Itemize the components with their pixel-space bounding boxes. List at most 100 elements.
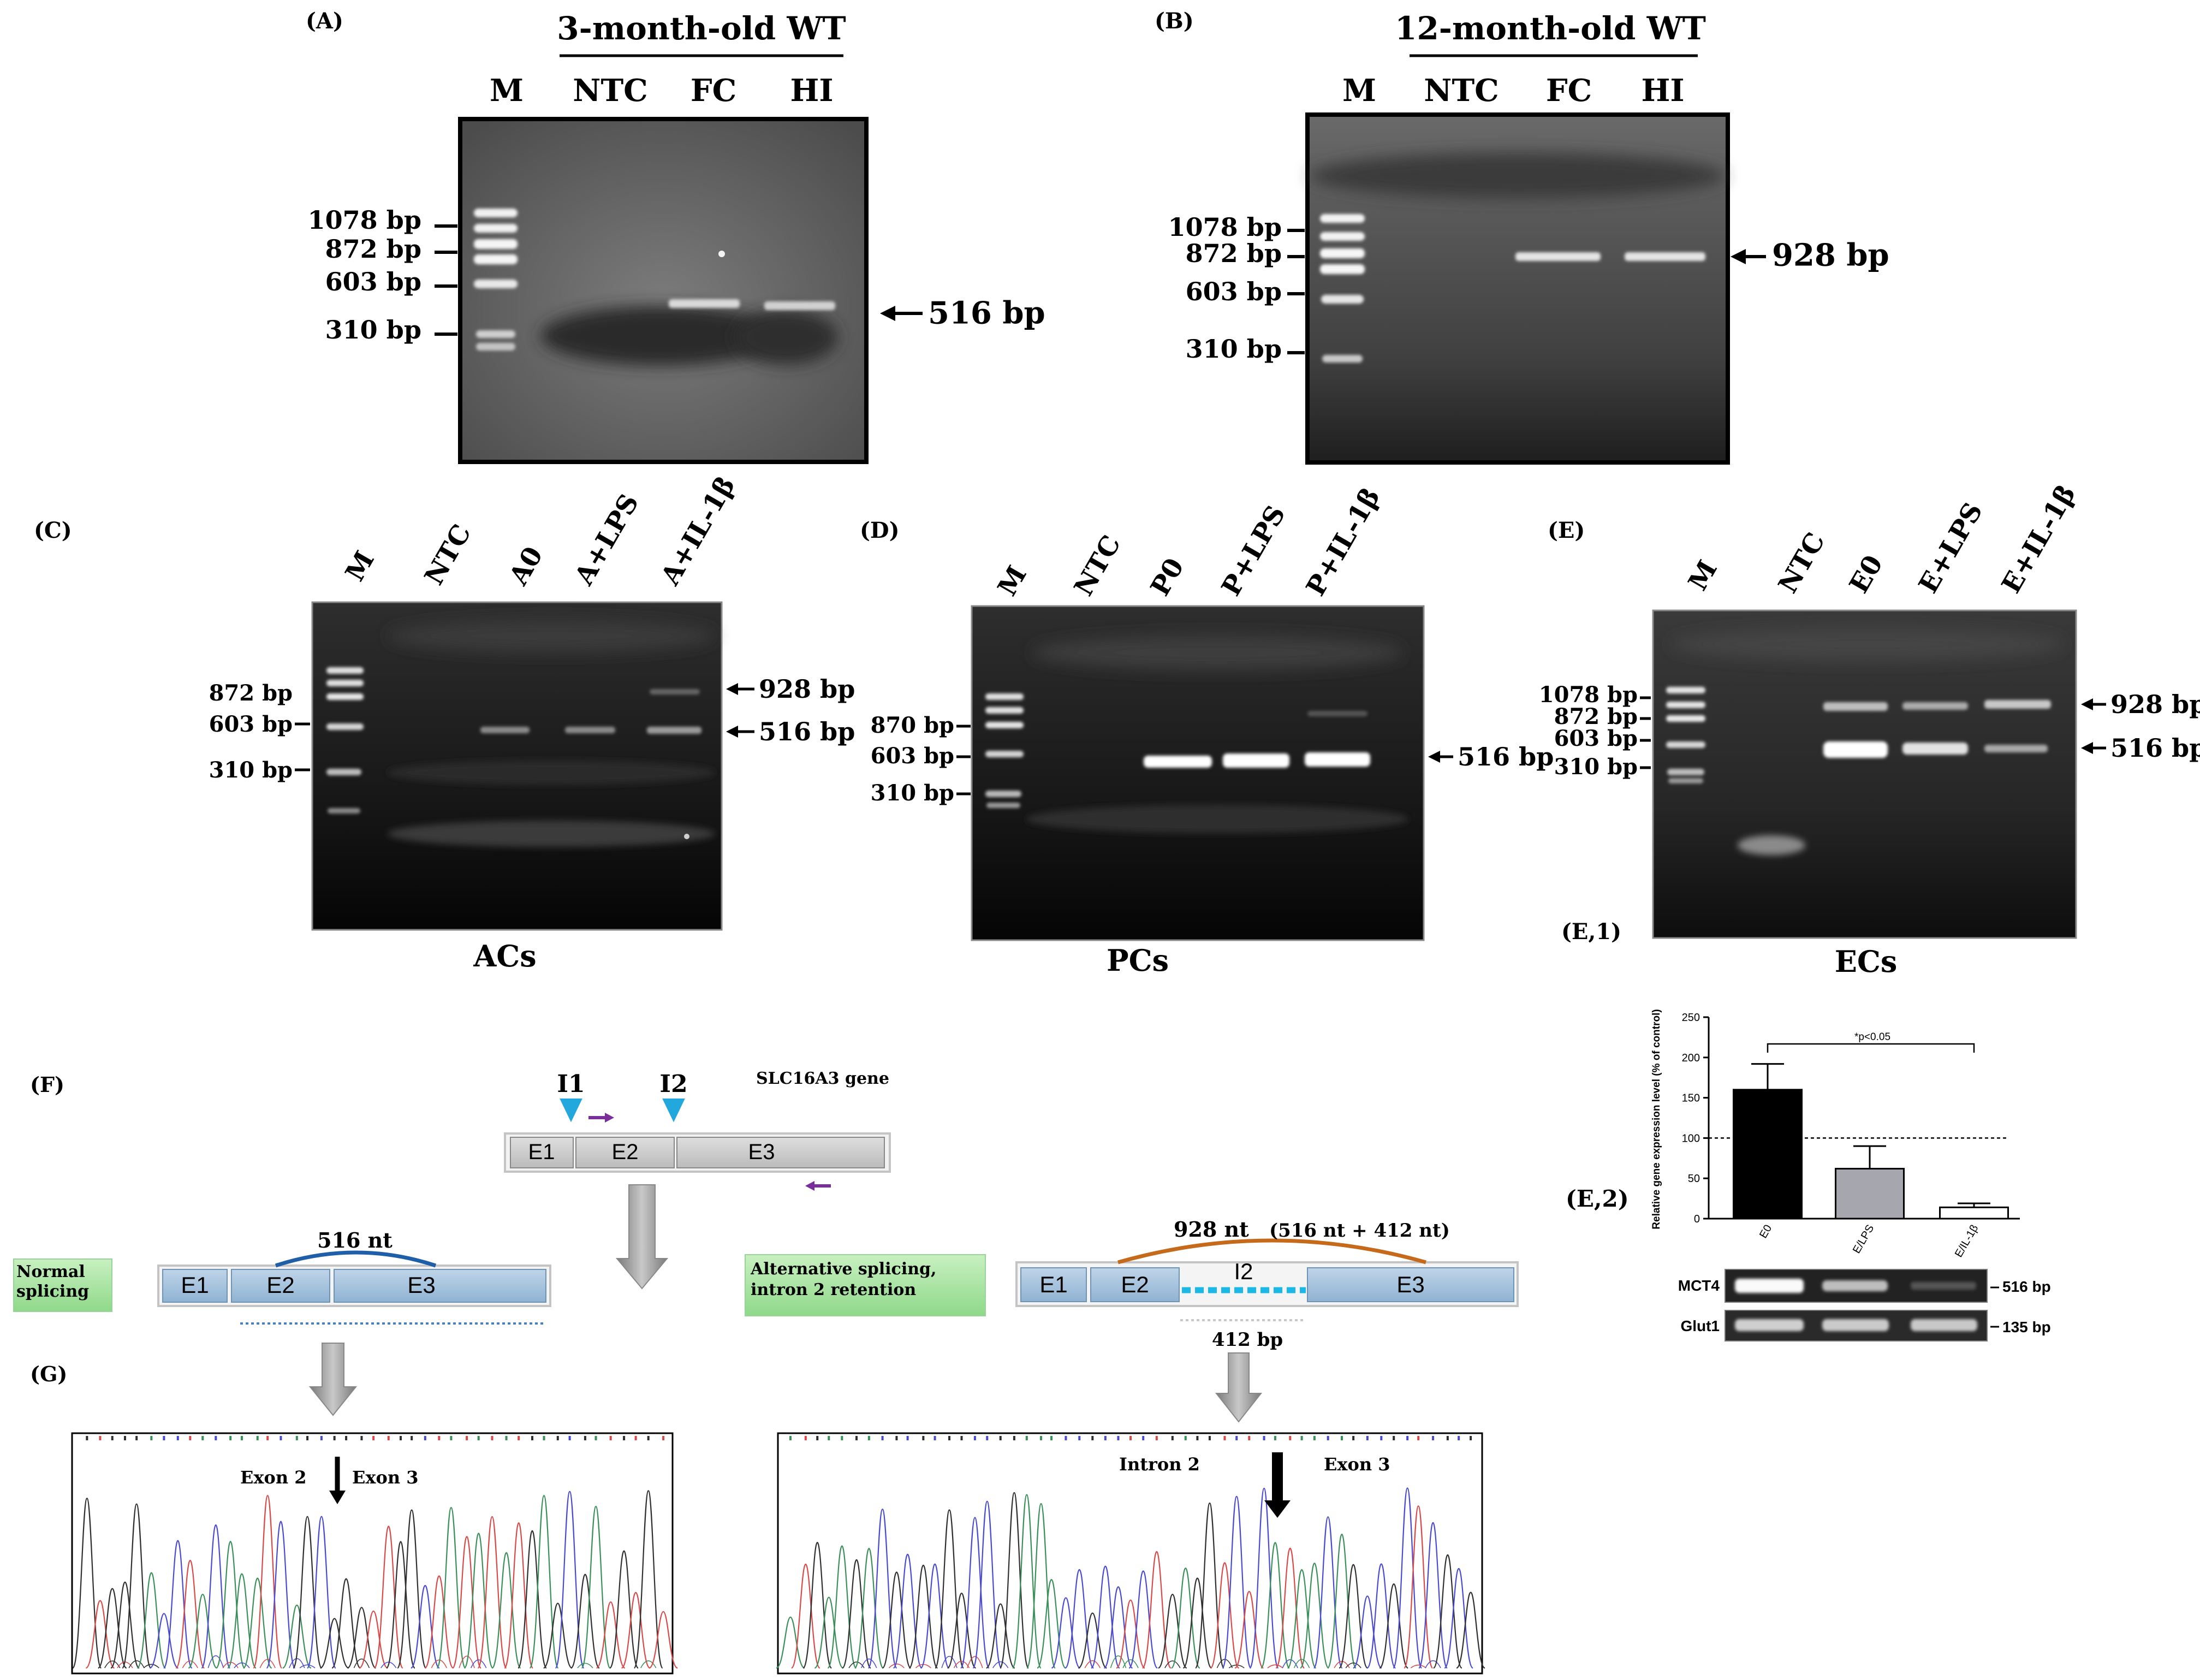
panel-c-product-516: 516 bp [759, 717, 855, 746]
gel-d [971, 605, 1425, 941]
alt-splicing: Alternative splicing, intron 2 retention… [745, 1217, 1519, 1351]
panel-c-marker-872: 872 bp [209, 680, 293, 706]
panel-e-marker-310: 310 bp [1554, 754, 1638, 780]
alt-exon-e1: E1 [1039, 1272, 1067, 1297]
panel-b-marker-310: 310 bp [1186, 334, 1282, 364]
panel-g: (G) Exon 2 Exon 3 Intron 2 Exon 3 [30, 1343, 1486, 1675]
gel-b [1305, 112, 1730, 465]
chart-category-label: E0 [1757, 1223, 1774, 1240]
panel-a-marker-1078: 1078 bp [308, 205, 421, 235]
panel-e2-tag: (E,2) [1566, 1185, 1629, 1212]
panel-c-lane-a0: A0 [503, 542, 549, 591]
panel-f: (F) E1 E2 E3 I1 I2 SLC16A3 gene Normal s… [13, 1069, 1519, 1351]
panel-c-tag: (C) [34, 518, 72, 543]
chart-bars [1733, 1063, 2009, 1220]
panel-a-lane-fc: FC [691, 73, 736, 109]
bar-chart: Relative gene expression level (% of con… [1651, 1009, 2020, 1260]
panel-e-lane-m: M [1682, 555, 1723, 596]
panel-e-lane-ntc: NTC [1773, 527, 1831, 598]
chart-category-label: E/IL-1β [1953, 1223, 1981, 1260]
panel-a-lane-ntc: NTC [573, 73, 647, 109]
chart-ytick-label: 0 [1694, 1213, 1700, 1225]
panel-b-marker-603: 603 bp [1186, 277, 1282, 306]
chart-bar [1939, 1206, 2009, 1220]
panel-d-tag: (D) [860, 518, 900, 543]
panel-b-title: 12-month-old WT [1395, 10, 1706, 47]
gene-exon-e1: E1 [528, 1140, 555, 1164]
panel-e-product-516: 516 bp [2110, 733, 2200, 763]
chart-ytick-label: 100 [1682, 1132, 1700, 1144]
normal-splicing: Normal splicing E1 E2 E3 516 nt [13, 1228, 551, 1325]
chart-ytick-label: 250 [1682, 1012, 1700, 1024]
chart-significance: *p<0.05 [1854, 1031, 1890, 1043]
panel-d-marker-870: 870 bp [871, 713, 954, 738]
panel-d-marker-603: 603 bp [871, 743, 954, 769]
panel-b-lane-m: M [1342, 73, 1376, 109]
gel-e [1652, 609, 2077, 939]
chromatogram-right-label-exon3: Exon 3 [1324, 1454, 1390, 1475]
chart-bar [1733, 1089, 1803, 1220]
panel-c-marker-603: 603 bp [209, 711, 293, 737]
blot-glut1-size: 135 bp [2002, 1319, 2051, 1335]
chromatogram-right: Intron 2 Exon 3 [776, 1432, 1486, 1675]
panel-b: (B) 12-month-old WT M NTC FC HI 1078 bp … [1155, 8, 1889, 465]
panel-e2: (E,2) Relative gene expression level (% … [1566, 1009, 2051, 1341]
panel-e: (E) M NTC E0 E+LPS E+IL-1β 1078 bp 872 b… [1539, 480, 2200, 979]
panel-d-lane-m: M [992, 561, 1033, 601]
panel-b-product-label: 928 bp [1772, 238, 1889, 274]
alt-intron-size: 412 bp [1212, 1329, 1283, 1351]
alt-exon-e2: E2 [1121, 1272, 1149, 1297]
panel-a-marker-872: 872 bp [325, 234, 421, 264]
gene-name: SLC16A3 gene [756, 1069, 889, 1088]
panel-c-lane-m: M [340, 546, 380, 586]
chart-bar [1835, 1167, 1905, 1220]
panel-c-lane-ail1b: A+IL-1β [655, 471, 741, 590]
panel-a-lane-m: M [490, 73, 524, 109]
panel-e-lane-elps: E+LPS [1913, 497, 1989, 598]
panel-a-marker-603: 603 bp [325, 267, 421, 296]
panel-d-marker-310: 310 bp [871, 780, 954, 806]
normal-splicing-label: Normal splicing [16, 1262, 90, 1301]
western-blot: MCT4 Glut1 516 bp 135 bp [1678, 1269, 2051, 1341]
gene-structure: E1 E2 E3 I1 I2 SLC16A3 gene [504, 1069, 891, 1191]
panel-e-marker-603: 603 bp [1554, 726, 1638, 751]
panel-d: (D) M NTC P0 P+LPS P+IL-1β 870 bp 603 bp… [860, 483, 1554, 978]
chart-category-label: E/LPS [1851, 1223, 1876, 1256]
panel-b-marker-1078: 1078 bp [1168, 212, 1282, 242]
chromatogram-left-label-exon3: Exon 3 [352, 1467, 418, 1488]
panel-f-tag: (F) [30, 1072, 64, 1097]
gene-intron-i1: I1 [557, 1070, 585, 1098]
blot-mct4-label: MCT4 [1678, 1277, 1720, 1294]
panel-d-caption: PCs [1107, 943, 1169, 978]
panel-c-lane-ntc: NTC [419, 519, 477, 590]
alt-exon-e3: E3 [1396, 1272, 1424, 1297]
panel-d-product-516: 516 bp [1458, 742, 1554, 771]
panel-g-tag: (G) [30, 1362, 67, 1386]
panel-a: (A) 3-month-old WT M NTC FC HI 1078 bp 8… [306, 8, 1045, 464]
normal-product-size: 516 nt [317, 1228, 393, 1252]
panel-e-marker-872: 872 bp [1554, 704, 1638, 729]
panel-e-lane-eil1b: E+IL-1β [1996, 480, 2082, 598]
alt-product-size-detail: (516 nt + 412 nt) [1269, 1220, 1450, 1242]
panel-a-title: 3-month-old WT [557, 10, 846, 47]
chromatogram-right-label-intron2: Intron 2 [1119, 1454, 1200, 1475]
panel-e-marker-1078: 1078 bp [1539, 682, 1638, 708]
panel-c-marker-310: 310 bp [209, 757, 293, 783]
panel-a-lane-hi: HI [790, 73, 833, 109]
panel-b-lane-hi: HI [1641, 73, 1684, 109]
panel-c-product-928: 928 bp [759, 674, 855, 704]
chart-ytick-label: 50 [1688, 1173, 1700, 1185]
chromatogram-left-label-exon2: Exon 2 [240, 1467, 306, 1488]
chart-ytick-label: 200 [1682, 1052, 1700, 1064]
panel-a-tag: (A) [306, 8, 343, 34]
normal-exon-e1: E1 [181, 1272, 209, 1298]
panel-b-marker-872: 872 bp [1186, 239, 1282, 268]
panel-a-product-label: 516 bp [928, 295, 1045, 331]
blot-glut1-label: Glut1 [1680, 1317, 1720, 1334]
gene-intron-i2: I2 [659, 1070, 687, 1098]
panel-c-caption: ACs [473, 939, 536, 973]
panel-e1-tag: (E,1) [1561, 919, 1621, 945]
panel-a-marker-310: 310 bp [325, 315, 421, 345]
